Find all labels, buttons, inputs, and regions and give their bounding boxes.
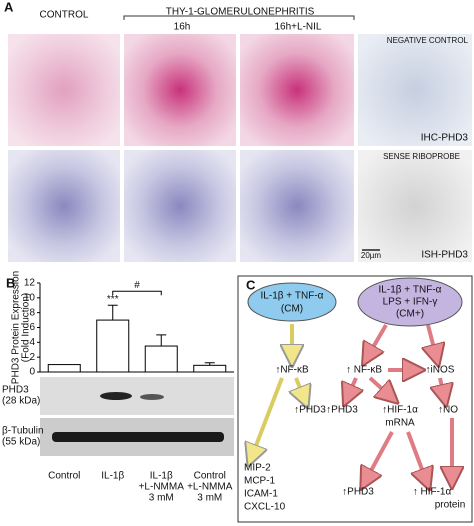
- node-label: MIP-2: [244, 463, 271, 474]
- micrograph: [8, 150, 120, 262]
- image-label: SENSE RIBOPROBE: [383, 152, 460, 161]
- panel-label: B: [6, 275, 15, 290]
- arrow: [406, 431, 426, 480]
- error-bar: [156, 334, 167, 347]
- micrograph: [358, 150, 472, 262]
- error-bar: [204, 362, 215, 366]
- arrow: [440, 377, 444, 396]
- node-label: ↑NF-κB: [275, 365, 309, 376]
- comparison-bracket: [112, 290, 162, 296]
- error-bar: [107, 304, 118, 321]
- node-label: ↑ HIF-1α: [413, 487, 452, 498]
- blot-label: β-Tubulin: [2, 426, 44, 437]
- node-label: ↑ NF-κB: [346, 365, 382, 376]
- blot-label: (28 kDa): [2, 396, 40, 407]
- column-header: CONTROL: [40, 10, 89, 21]
- arrow: [428, 324, 436, 356]
- image-label: ISH-PHD3: [421, 250, 468, 261]
- panel-label: C: [246, 277, 256, 292]
- node-label: ↑HIF-1α: [382, 405, 418, 416]
- blot-label: (55 kDa): [2, 437, 40, 448]
- node-label: protein: [435, 500, 466, 511]
- node-label: ↑NO: [438, 405, 458, 416]
- column-header: 16h: [174, 22, 191, 33]
- x-tick-label: IL-1β: [101, 471, 124, 482]
- arrow: [296, 377, 304, 398]
- y-axis-label: PHD3 Protein Expression: [11, 271, 22, 384]
- blot-label: PHD3: [2, 385, 29, 396]
- image-label: NEGATIVE CONTROL: [387, 36, 469, 45]
- band: [140, 394, 164, 400]
- column-header: THY-1-GLOMERULONEPHRITIS: [166, 7, 315, 18]
- panel-label: A: [4, 0, 14, 14]
- x-tick-label: 3 mM: [149, 493, 174, 504]
- x-tick-label: Control: [48, 471, 80, 482]
- bar: [47, 364, 81, 373]
- node-label: IL-1β + TNF-α: [261, 291, 324, 302]
- x-tick-label: 3 mM: [197, 493, 222, 504]
- stimulus-node: [247, 282, 337, 322]
- y-axis-label: (Fold Induction): [21, 293, 32, 362]
- micrograph: [8, 34, 120, 146]
- node-label: ↑iNOS: [426, 365, 455, 376]
- node-label: ↑PHD3: [342, 487, 374, 498]
- x-tick-label: IL-1β: [150, 471, 173, 482]
- node-label: ↑PHD3: [326, 405, 358, 416]
- column-header: 16h+L-NIL: [275, 22, 322, 33]
- node-label: ↑PHD3: [294, 405, 326, 416]
- bracket: [123, 15, 355, 20]
- micrograph: [124, 34, 236, 146]
- y-tick-label: 8: [29, 307, 35, 318]
- micrograph: [240, 150, 354, 262]
- comparison-label: #: [134, 280, 140, 291]
- x-tick-label: +L-NMMA: [187, 482, 233, 493]
- micrograph: [124, 150, 236, 262]
- node-label: ICAM-1: [244, 489, 278, 500]
- band: [100, 392, 132, 400]
- y-tick-label: 12: [24, 278, 36, 289]
- node-label: MCP-1: [244, 476, 276, 487]
- y-tick-label: 4: [29, 337, 35, 348]
- node-label: LPS + IFN-γ: [383, 297, 438, 308]
- arrow: [366, 431, 394, 480]
- arrow: [368, 376, 390, 396]
- stimulus-node: [357, 277, 463, 327]
- image-label: IHC-PHD3: [421, 133, 469, 144]
- x-tick-label: Control: [194, 471, 226, 482]
- bar: [144, 345, 178, 373]
- bar: [193, 364, 227, 373]
- arrow: [368, 323, 388, 356]
- arrow: [348, 377, 356, 396]
- micrograph: [240, 34, 354, 146]
- significance-label: ***: [107, 294, 119, 305]
- y-tick-label: 6: [29, 322, 35, 333]
- band: [52, 432, 224, 442]
- x-tick-label: +L-NMMA: [139, 482, 185, 493]
- scale-label: 20µm: [361, 251, 382, 260]
- node-label: (CM): [281, 304, 303, 315]
- node-label: CXCL-10: [244, 502, 286, 513]
- bar: [96, 319, 130, 373]
- node-label: IL-1β + TNF-α: [379, 285, 442, 296]
- node-label: (CM+): [396, 309, 424, 320]
- y-tick-label: 0: [29, 367, 35, 378]
- blot: [40, 377, 234, 415]
- node-label: mRNA: [385, 418, 415, 429]
- y-tick-label: 2: [29, 352, 35, 363]
- micrograph: [358, 34, 472, 146]
- arrow: [252, 377, 284, 456]
- y-tick-label: 10: [24, 292, 36, 303]
